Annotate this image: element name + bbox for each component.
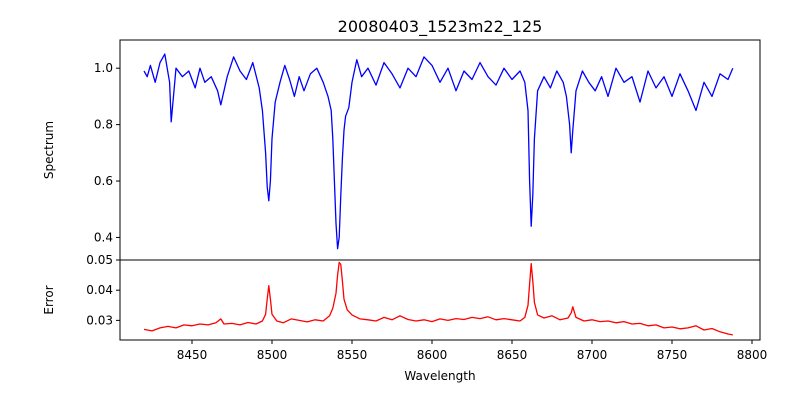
error-y-axis-label: Error bbox=[42, 285, 56, 314]
error-panel: 0.03 0.04 0.05 Error bbox=[42, 253, 761, 341]
x-tick-label: 8600 bbox=[417, 348, 448, 362]
x-axis-label: Wavelength bbox=[404, 369, 475, 383]
x-tick-label: 8750 bbox=[657, 348, 688, 362]
spectrum-y-tick-label: 0.8 bbox=[94, 118, 113, 132]
spectrum-plot-area bbox=[119, 39, 761, 261]
x-tick-label: 8500 bbox=[257, 348, 288, 362]
x-axis-ticks: 8450 8500 8550 8600 8650 8700 8750 8800 bbox=[177, 340, 768, 362]
x-tick-label: 8650 bbox=[497, 348, 528, 362]
spectrum-y-tick-label: 1.0 bbox=[94, 61, 113, 75]
spectrum-y-ticks: 0.4 0.6 0.8 1.0 bbox=[94, 61, 120, 244]
error-y-ticks: 0.03 0.04 0.05 bbox=[86, 253, 120, 327]
error-y-tick-label: 0.05 bbox=[86, 253, 113, 267]
x-tick-label: 8550 bbox=[337, 348, 368, 362]
error-y-tick-label: 0.04 bbox=[86, 283, 113, 297]
spectrum-panel: 0.4 0.6 0.8 1.0 Spectrum bbox=[42, 39, 761, 261]
spectrum-y-tick-label: 0.6 bbox=[94, 174, 113, 188]
x-tick-label: 8800 bbox=[737, 348, 768, 362]
error-line bbox=[143, 261, 733, 336]
error-y-tick-label: 0.03 bbox=[86, 313, 113, 327]
x-tick-label: 8700 bbox=[577, 348, 608, 362]
spectrum-y-axis-label: Spectrum bbox=[42, 121, 56, 179]
chart-title: 20080403_1523m22_125 bbox=[338, 17, 543, 37]
x-tick-label: 8450 bbox=[177, 348, 208, 362]
error-plot-area bbox=[119, 259, 761, 341]
spectrum-line bbox=[143, 53, 734, 250]
spectrum-y-tick-label: 0.4 bbox=[94, 230, 113, 244]
